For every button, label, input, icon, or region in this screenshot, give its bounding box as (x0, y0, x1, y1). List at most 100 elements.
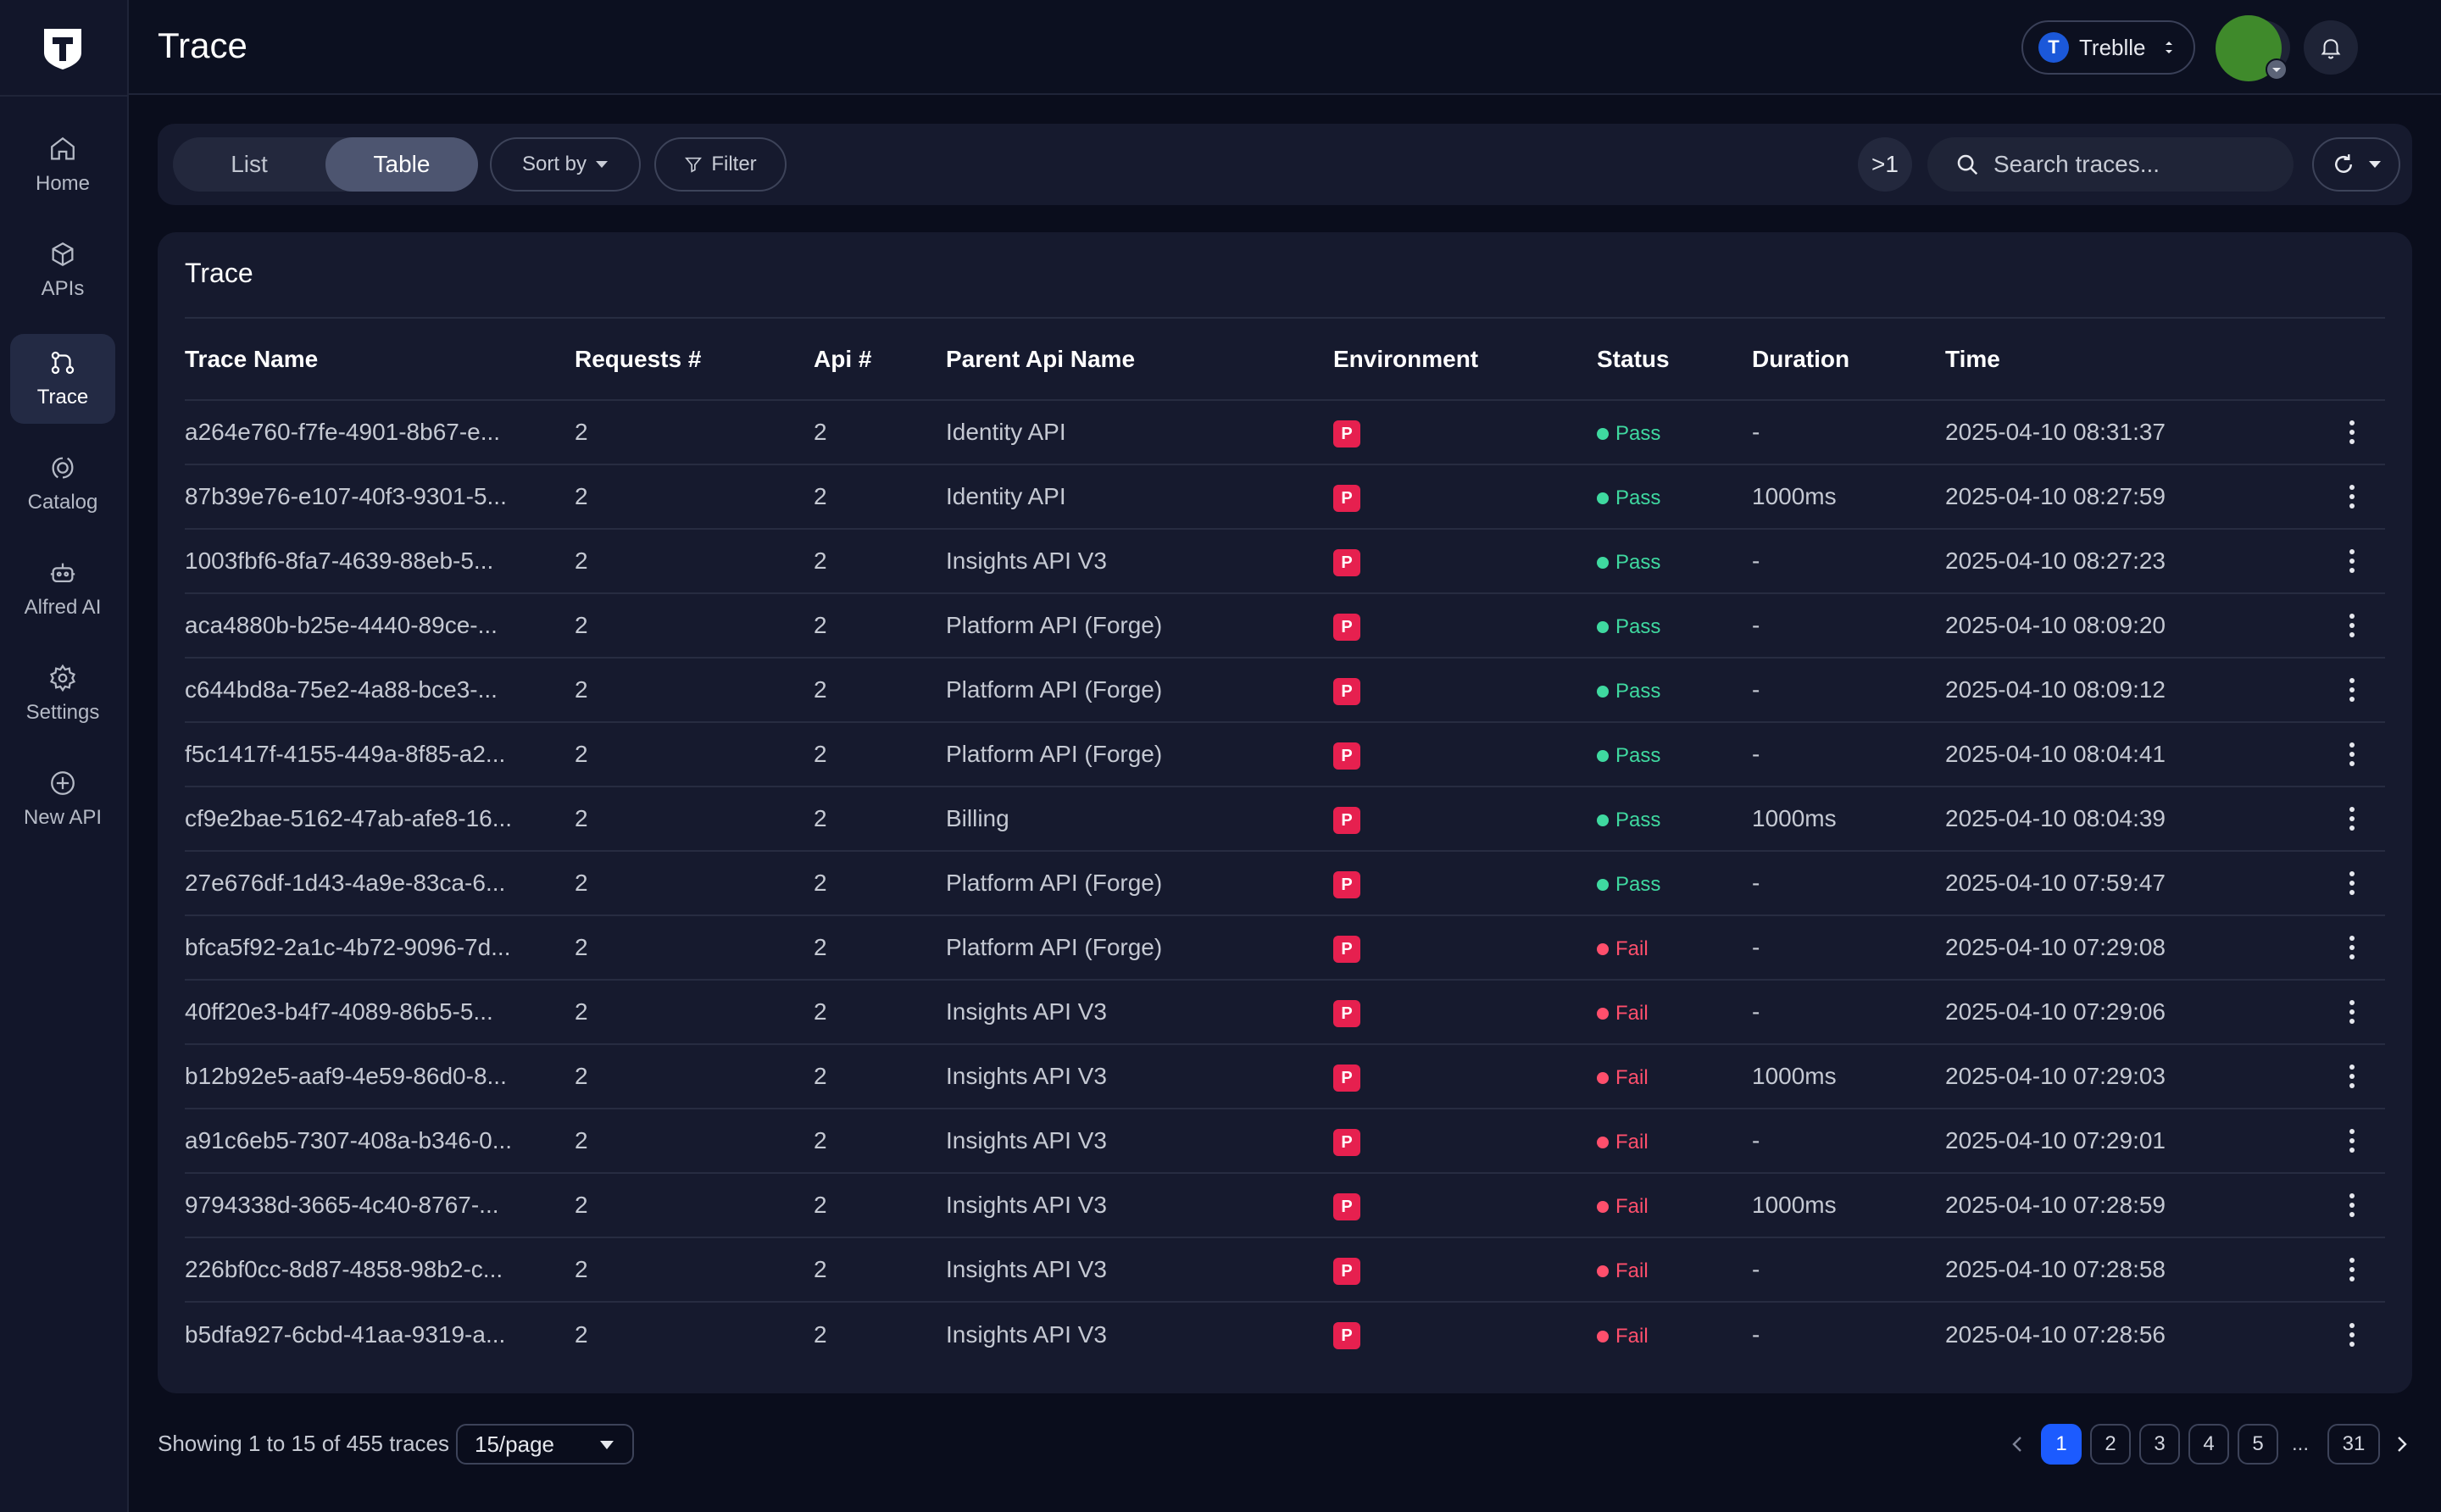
column-header[interactable]: Time (1945, 319, 2318, 401)
trace-name-cell[interactable]: cf9e2bae-5162-47ab-afe8-16... (185, 787, 575, 852)
trace-name-cell[interactable]: bfca5f92-2a1c-4b72-9096-7d... (185, 915, 575, 981)
trace-name-cell[interactable]: b5dfa927-6cbd-41aa-9319-a... (185, 1320, 506, 1348)
table-row[interactable]: 27e676df-1d43-4a9e-83ca-6... 2 2 Platform A… (185, 851, 2385, 916)
table-row[interactable]: 87b39e76-e107-40f3-9301-5... 2 2 Identity A… (185, 464, 2385, 530)
trace-name-cell[interactable]: 87b39e76-e107-40f3-9301-5... (185, 464, 575, 530)
table-row[interactable]: c644bd8a-75e2-4a88-bce3-... 2 2 Platform AP… (185, 658, 2385, 723)
column-header[interactable]: Requests # (575, 319, 814, 401)
gear-icon (49, 664, 76, 692)
kebab-menu-icon (2349, 1322, 2355, 1347)
prev-page-button[interactable] (2005, 1432, 2029, 1456)
column-header[interactable]: Trace Name (185, 319, 575, 401)
per-page-select[interactable]: 15/page (456, 1424, 634, 1465)
next-page-button[interactable] (2390, 1432, 2414, 1456)
table-row[interactable]: f5c1417f-4155-449a-8f85-a2... 2 2 Platform … (185, 722, 2385, 787)
status-text: Pass (1615, 809, 1661, 831)
column-header[interactable]: Duration (1752, 319, 1945, 401)
row-menu-button[interactable] (2318, 1192, 2385, 1219)
page-button[interactable]: 5 (2238, 1424, 2278, 1465)
trace-name-cell[interactable]: c644bd8a-75e2-4a88-bce3-... (185, 658, 575, 723)
trace-name-cell[interactable]: f5c1417f-4155-449a-8f85-a2... (185, 722, 575, 787)
column-header[interactable]: Status (1597, 319, 1752, 401)
row-menu-button[interactable] (2318, 612, 2385, 639)
environment-cell: P (1333, 851, 1597, 916)
search-input[interactable] (1993, 151, 2282, 178)
filter-button[interactable]: Filter (654, 137, 787, 192)
page-button[interactable]: 1 (2041, 1424, 2082, 1465)
view-list-button[interactable]: List (231, 151, 268, 177)
sidebar-item-apis[interactable]: APIs (10, 225, 115, 315)
trace-name-cell[interactable]: a264e760-f7fe-4901-8b67-e... (185, 400, 575, 465)
trace-name-cell[interactable]: 9794338d-3665-4c40-8767-... (185, 1173, 575, 1238)
table-row[interactable]: 9794338d-3665-4c40-8767-... 2 2 Insights AP… (185, 1173, 2385, 1238)
row-menu-button[interactable] (2318, 676, 2385, 703)
page-button-last[interactable]: 31 (2327, 1424, 2380, 1465)
table-row[interactable]: b5dfa927-6cbd-41aa-9319-a... 2 2 Insights A… (185, 1302, 2385, 1366)
org-switcher[interactable]: T Treblle (2021, 20, 2195, 75)
environment-cell: P (1333, 593, 1597, 659)
sidebar-item-settings[interactable]: Settings (10, 649, 115, 739)
trace-name-cell[interactable]: 40ff20e3-b4f7-4089-86b5-5... (185, 980, 575, 1045)
row-menu-button[interactable] (2318, 1256, 2385, 1283)
column-header[interactable]: Parent Api Name (946, 319, 1333, 401)
chevron-down-icon[interactable] (2265, 58, 2288, 81)
row-menu-button[interactable] (2318, 805, 2385, 832)
status-badge: Pass (1597, 422, 1660, 446)
duration-cell: 1000ms (1752, 1173, 1945, 1238)
page-button[interactable]: 3 (2139, 1424, 2180, 1465)
sidebar-item-home[interactable]: Home (10, 120, 115, 210)
notifications-button[interactable] (2304, 20, 2358, 75)
sidebar-item-catalog[interactable]: Catalog (10, 439, 115, 529)
trace-name-cell[interactable]: a91c6eb5-7307-408a-b346-0... (185, 1109, 575, 1174)
table-row[interactable]: a91c6eb5-7307-408a-b346-0... 2 2 Insights A… (185, 1109, 2385, 1174)
row-menu-button[interactable] (2318, 419, 2385, 446)
table-row[interactable]: a264e760-f7fe-4901-8b67-e... 2 2 Identity A… (185, 400, 2385, 465)
column-header[interactable]: Environment (1333, 319, 1597, 401)
trace-name-cell[interactable]: 1003fbf6-8fa7-4639-88eb-5... (185, 529, 575, 594)
row-menu-button[interactable] (2318, 934, 2385, 961)
kebab-menu-icon (2349, 614, 2355, 637)
row-menu-button[interactable] (2318, 998, 2385, 1026)
sidebar-item-alfred-ai[interactable]: Alfred AI (10, 544, 115, 634)
row-menu-button[interactable] (2318, 548, 2385, 575)
table-row[interactable]: b12b92e5-aaf9-4e59-86d0-8... 2 2 Insights A… (185, 1044, 2385, 1109)
environment-badge: P (1333, 677, 1360, 705)
status-badge: Fail (1597, 1002, 1649, 1026)
refresh-button[interactable] (2312, 137, 2400, 192)
api-count-cell: 2 (814, 851, 946, 916)
row-menu-button[interactable] (2318, 870, 2385, 897)
trace-name-cell[interactable]: 27e676df-1d43-4a9e-83ca-6... (185, 851, 575, 916)
status-text: Fail (1615, 1002, 1649, 1025)
status-dot-icon (1597, 557, 1609, 569)
table-row[interactable]: 226bf0cc-8d87-4858-98b2-c... 2 2 Insights A… (185, 1237, 2385, 1303)
trelle-logo-icon[interactable] (39, 24, 86, 71)
row-actions-cell (2318, 915, 2385, 981)
trace-name-cell[interactable]: 226bf0cc-8d87-4858-98b2-c... (185, 1237, 575, 1303)
table-row[interactable]: bfca5f92-2a1c-4b72-9096-7d... 2 2 Platform … (185, 915, 2385, 981)
prompt-button[interactable]: >1 (1858, 137, 1912, 192)
row-menu-button[interactable] (2318, 1063, 2385, 1090)
environment-cell: P (1333, 529, 1597, 594)
sidebar: Home APIs Trace Catalog Alfred AI Settin… (0, 0, 129, 1512)
row-menu-button[interactable] (2318, 741, 2385, 768)
page-button[interactable]: 4 (2188, 1424, 2229, 1465)
requests-cell: 2 (575, 529, 814, 594)
table-row[interactable]: 1003fbf6-8fa7-4639-88eb-5... 2 2 Insights A… (185, 529, 2385, 594)
row-menu-button[interactable] (2318, 483, 2385, 510)
row-menu-button[interactable] (2318, 1127, 2385, 1154)
row-menu-button[interactable] (2318, 1321, 2385, 1348)
table-row[interactable]: aca4880b-b25e-4440-89ce-... 2 2 Platform AP… (185, 593, 2385, 659)
sidebar-item-trace[interactable]: Trace (10, 334, 115, 424)
row-actions-cell (2318, 529, 2385, 594)
sort-by-button[interactable]: Sort by (490, 137, 641, 192)
column-header[interactable]: Api # (814, 319, 946, 401)
view-table-button[interactable]: Table (325, 137, 478, 192)
table-row[interactable]: 40ff20e3-b4f7-4089-86b5-5... 2 2 Insights A… (185, 980, 2385, 1045)
trace-icon (51, 351, 75, 375)
parent-api-cell: Billing (946, 787, 1333, 852)
trace-name-cell[interactable]: aca4880b-b25e-4440-89ce-... (185, 593, 575, 659)
table-row[interactable]: cf9e2bae-5162-47ab-afe8-16... 2 2 Billing P P… (185, 787, 2385, 852)
sidebar-item-new-api[interactable]: New API (10, 754, 115, 844)
page-button[interactable]: 2 (2090, 1424, 2131, 1465)
trace-name-cell[interactable]: b12b92e5-aaf9-4e59-86d0-8... (185, 1044, 575, 1109)
